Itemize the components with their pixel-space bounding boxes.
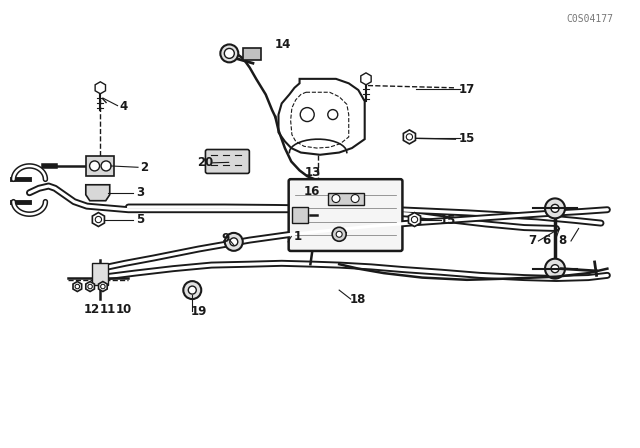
Polygon shape xyxy=(92,212,104,227)
Text: 5: 5 xyxy=(136,213,144,226)
FancyBboxPatch shape xyxy=(205,150,250,173)
Text: 15: 15 xyxy=(440,214,456,227)
FancyBboxPatch shape xyxy=(289,179,403,251)
Text: 4: 4 xyxy=(120,100,128,113)
Circle shape xyxy=(351,194,359,202)
Circle shape xyxy=(225,233,243,251)
Polygon shape xyxy=(73,281,82,292)
Bar xyxy=(92,263,108,284)
Circle shape xyxy=(406,134,413,140)
Text: 17: 17 xyxy=(459,82,475,95)
Circle shape xyxy=(545,198,565,218)
Circle shape xyxy=(328,110,338,120)
Circle shape xyxy=(300,108,314,121)
Text: 20: 20 xyxy=(197,156,213,169)
Polygon shape xyxy=(403,130,415,144)
Circle shape xyxy=(220,44,238,62)
Circle shape xyxy=(101,161,111,171)
Circle shape xyxy=(230,238,238,246)
Circle shape xyxy=(336,231,342,237)
Circle shape xyxy=(188,286,196,294)
Text: 15: 15 xyxy=(459,132,475,145)
Text: 14: 14 xyxy=(275,38,291,51)
Polygon shape xyxy=(361,73,371,85)
Circle shape xyxy=(332,194,340,202)
Circle shape xyxy=(95,216,102,223)
Polygon shape xyxy=(95,82,106,94)
Polygon shape xyxy=(408,212,420,227)
Text: 9: 9 xyxy=(221,232,230,245)
Text: 13: 13 xyxy=(304,166,321,179)
Circle shape xyxy=(100,284,105,289)
Circle shape xyxy=(75,284,79,289)
Text: 3: 3 xyxy=(136,186,144,199)
Text: 7: 7 xyxy=(528,234,536,247)
Bar xyxy=(243,47,261,60)
Text: 8: 8 xyxy=(559,234,567,247)
Circle shape xyxy=(551,204,559,212)
Text: C0S04177: C0S04177 xyxy=(567,13,614,24)
Text: 1: 1 xyxy=(294,230,301,243)
Text: 11: 11 xyxy=(100,303,116,316)
Text: 16: 16 xyxy=(304,185,321,198)
Text: 10: 10 xyxy=(116,303,132,316)
Circle shape xyxy=(332,227,346,241)
Bar xyxy=(86,156,114,176)
Circle shape xyxy=(90,161,100,171)
Polygon shape xyxy=(99,281,107,292)
Text: 19: 19 xyxy=(191,305,207,318)
Bar xyxy=(292,207,308,223)
Polygon shape xyxy=(86,185,109,201)
Text: 2: 2 xyxy=(140,161,148,174)
Circle shape xyxy=(551,265,559,273)
Circle shape xyxy=(225,48,234,58)
Bar xyxy=(328,193,364,205)
Circle shape xyxy=(545,258,565,279)
Text: 6: 6 xyxy=(543,234,551,247)
Polygon shape xyxy=(86,281,95,292)
Circle shape xyxy=(183,281,201,299)
Text: 18: 18 xyxy=(350,293,367,306)
Text: 12: 12 xyxy=(83,303,99,316)
Circle shape xyxy=(412,216,418,223)
Circle shape xyxy=(88,284,92,289)
